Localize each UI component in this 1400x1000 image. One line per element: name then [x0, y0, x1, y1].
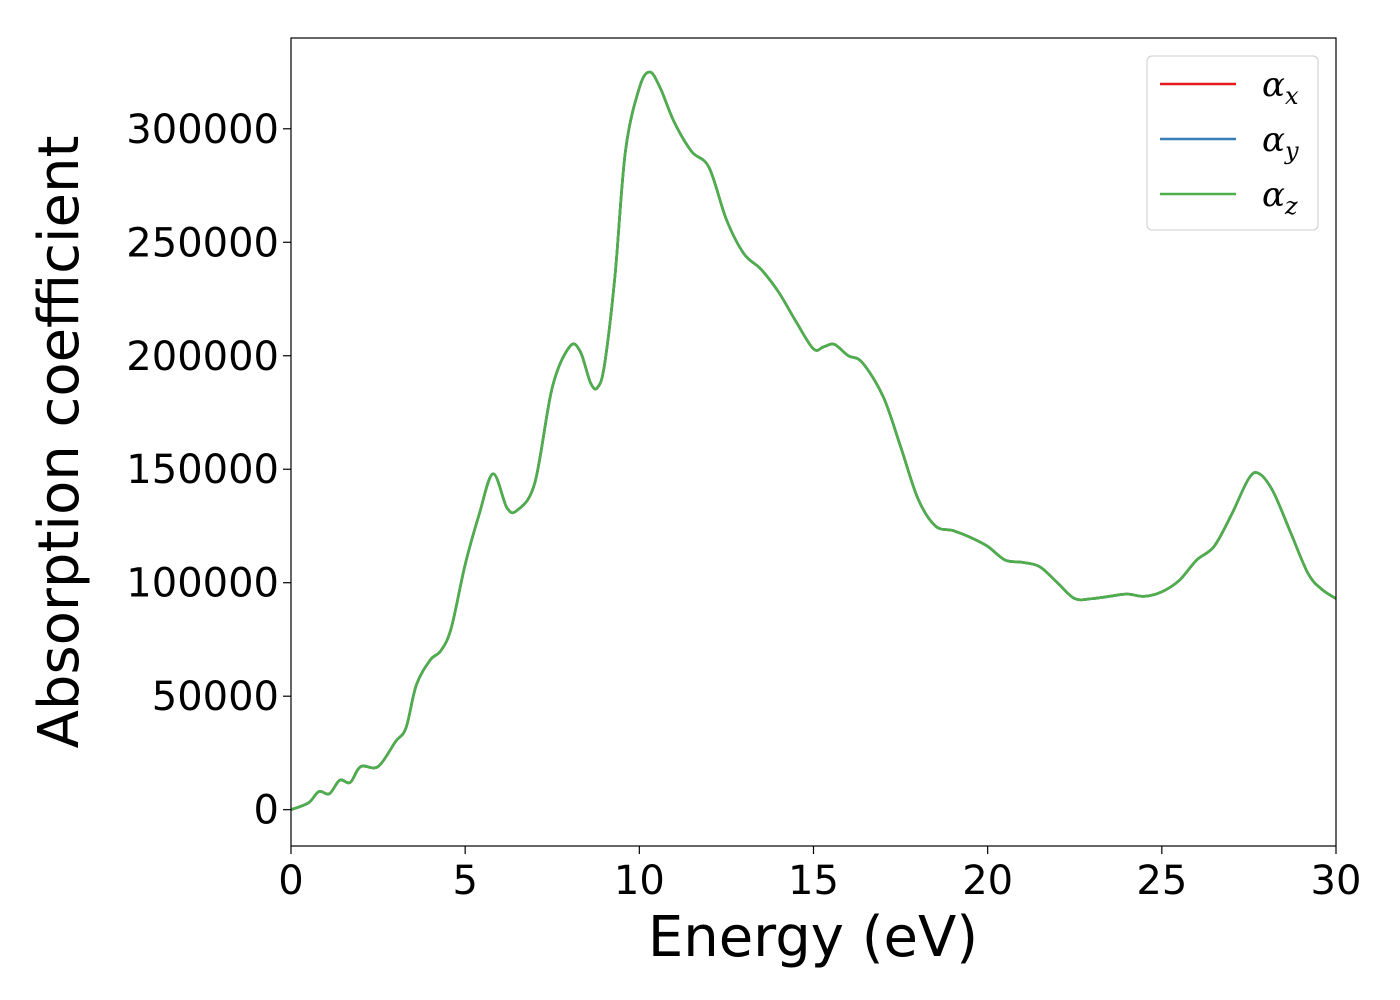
legend-box	[1146, 55, 1319, 231]
x-axis-title: Energy (eV)	[648, 905, 978, 970]
y-tick-label: 100000	[126, 561, 279, 607]
y-tick-label: 200000	[126, 334, 279, 380]
x-tick-label: 30	[1311, 858, 1362, 904]
series-line-z	[291, 70, 1336, 811]
x-tick-label: 25	[1136, 858, 1187, 904]
y-tick-label: 50000	[152, 674, 279, 720]
x-tick-label: 20	[962, 858, 1013, 904]
x-tick-label: 0	[278, 858, 303, 904]
y-tick-label: 300000	[126, 107, 279, 153]
y-axis-title: Absorption coefficient	[27, 136, 92, 749]
y-tick-label: 250000	[126, 220, 279, 266]
x-tick-label: 15	[788, 858, 839, 904]
x-tick-label: 10	[614, 858, 665, 904]
y-tick-label: 0	[254, 788, 279, 834]
x-axis-ticks: 0 5 10 15 20 25 30	[278, 846, 1361, 904]
x-tick-label: 5	[452, 858, 477, 904]
y-axis-ticks: 0 50000 100000 150000 200000 250000 300000	[126, 107, 291, 834]
y-tick-label: 150000	[126, 447, 279, 493]
series-layer	[291, 70, 1336, 811]
legend-label-z: αz	[1262, 175, 1298, 220]
